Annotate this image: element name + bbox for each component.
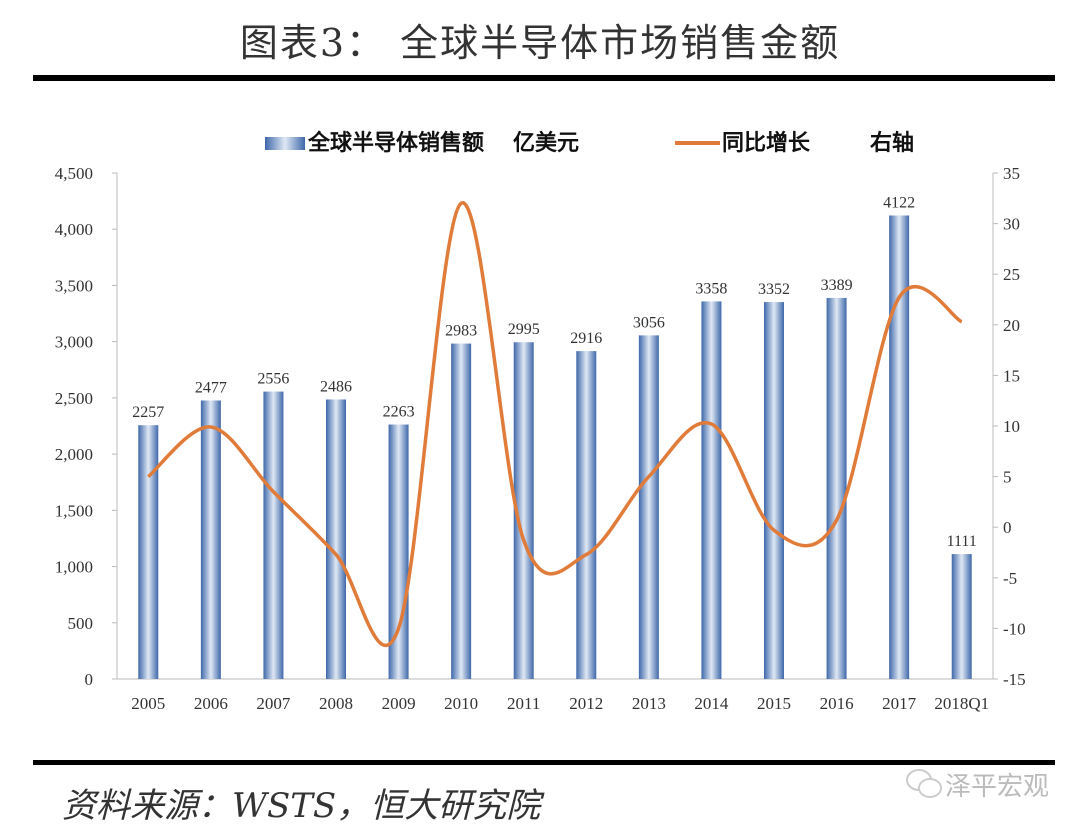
left-axis-tick-label: 1,000 xyxy=(55,558,93,577)
bar xyxy=(326,399,346,679)
watermark-text: 泽平宏观 xyxy=(945,772,1050,802)
bar-data-label: 2995 xyxy=(508,321,540,338)
right-axis-tick-label: -10 xyxy=(1003,619,1026,638)
bar xyxy=(826,297,847,679)
right-axis-tick-label: -15 xyxy=(1003,670,1026,689)
x-axis-tick-label: 2009 xyxy=(382,694,416,713)
x-axis-tick-label: 2008 xyxy=(319,694,353,713)
right-axis-tick-label: -5 xyxy=(1003,569,1017,588)
left-axis-tick-label: 0 xyxy=(85,670,94,689)
x-axis-tick-label: 2011 xyxy=(507,694,540,713)
right-axis-tick-label: 25 xyxy=(1003,265,1020,284)
bar-data-label: 2556 xyxy=(257,371,289,388)
x-axis-tick-label: 2007 xyxy=(256,694,291,713)
bar-data-label: 2983 xyxy=(445,323,477,340)
bar xyxy=(513,342,534,679)
right-axis-tick-label: 20 xyxy=(1003,316,1020,335)
left-axis-tick-label: 3,000 xyxy=(55,333,93,352)
x-axis-tick-label: 2005 xyxy=(131,694,165,713)
bar-data-label: 2263 xyxy=(383,404,415,421)
bar xyxy=(576,351,597,679)
legend-bar-swatch xyxy=(265,137,305,150)
figure-title: 图表3： 全球半导体市场销售金额 xyxy=(239,21,841,65)
bar-data-label: 4122 xyxy=(883,195,915,212)
bottom-rule xyxy=(33,760,1055,765)
bar xyxy=(889,215,910,679)
top-rule xyxy=(33,75,1055,81)
right-axis-tick-label: 5 xyxy=(1003,468,1012,487)
bar-data-label: 2257 xyxy=(132,404,164,421)
x-axis-tick-label: 2010 xyxy=(444,694,478,713)
left-axis-tick-label: 4,500 xyxy=(55,164,93,183)
watermark: 泽平宏观 xyxy=(905,762,1055,802)
bar-data-label: 3056 xyxy=(633,314,665,331)
bar xyxy=(701,301,722,679)
left-axis-tick-label: 3,500 xyxy=(55,276,93,295)
wechat-icon xyxy=(906,769,942,798)
right-axis-tick-label: 10 xyxy=(1003,417,1020,436)
growth-line xyxy=(147,201,963,648)
x-axis-tick-label: 2015 xyxy=(757,694,791,713)
left-axis-tick-label: 1,500 xyxy=(55,501,93,520)
legend-line-label: 同比增长 xyxy=(722,130,811,155)
bar xyxy=(263,391,284,679)
source-note: 资料来源：WSTS，恒大研究院 xyxy=(62,786,541,826)
x-axis-tick-label: 2013 xyxy=(632,694,666,713)
bar xyxy=(638,335,659,679)
bar-data-label: 2486 xyxy=(320,378,352,395)
right-axis-tick-label: 15 xyxy=(1003,366,1020,385)
legend-line-unit: 右轴 xyxy=(870,130,914,155)
legend-bar-unit: 亿美元 xyxy=(513,130,579,155)
right-axis-tick-label: 35 xyxy=(1003,164,1020,183)
x-axis-tick-label: 2017 xyxy=(882,694,917,713)
right-axis-tick-label: 30 xyxy=(1003,215,1020,234)
bar-data-label: 3389 xyxy=(821,277,853,294)
left-axis-tick-label: 2,500 xyxy=(55,389,93,408)
bar-data-label: 2916 xyxy=(570,330,602,347)
bar xyxy=(951,554,972,679)
bar xyxy=(200,400,221,679)
bar xyxy=(764,302,784,679)
x-axis-tick-label: 2016 xyxy=(820,694,854,713)
left-axis-tick-label: 500 xyxy=(68,614,94,633)
x-axis-tick-label: 2014 xyxy=(694,694,729,713)
bar xyxy=(138,425,159,679)
x-axis-tick-label: 2012 xyxy=(569,694,603,713)
bar-data-label: 3352 xyxy=(758,281,790,298)
right-axis-tick-label: 0 xyxy=(1003,518,1012,537)
x-axis-tick-label: 2018Q1 xyxy=(934,694,989,713)
bar xyxy=(451,343,472,679)
bar-data-label: 3358 xyxy=(695,280,727,297)
x-axis-tick-label: 2006 xyxy=(194,694,228,713)
bar-data-label: 1111 xyxy=(947,533,977,550)
legend-bar-label: 全球半导体销售额 xyxy=(307,130,484,155)
left-axis-tick-label: 2,000 xyxy=(55,445,93,464)
bar-data-label: 2477 xyxy=(195,379,227,396)
left-axis-tick-label: 4,000 xyxy=(55,220,93,239)
